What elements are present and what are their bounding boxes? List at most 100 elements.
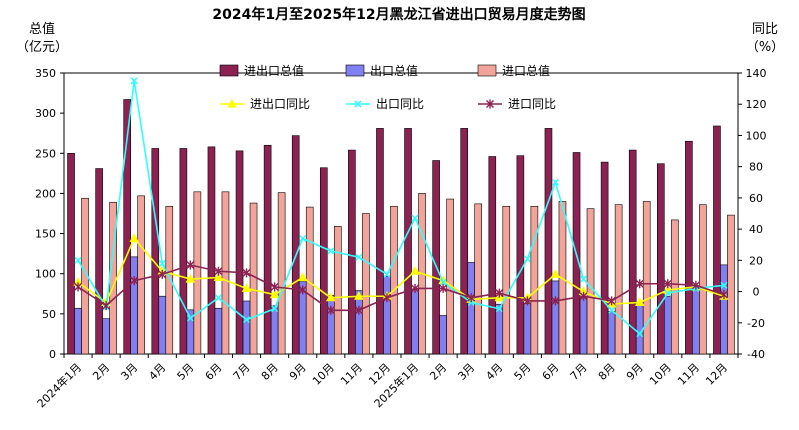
point-export-yoy bbox=[608, 306, 616, 314]
point-export-yoy bbox=[186, 314, 194, 322]
point-total-yoy bbox=[354, 291, 364, 300]
bar-export bbox=[467, 262, 476, 355]
legend-label: 出口同比 bbox=[376, 97, 424, 111]
bar-total bbox=[685, 140, 693, 355]
x-tick-label: 2月 bbox=[90, 361, 112, 383]
x-tick-label: 8月 bbox=[596, 361, 618, 383]
right-tick-label: 0 bbox=[753, 286, 760, 299]
bar-total bbox=[151, 148, 160, 355]
point-export-yoy bbox=[130, 77, 138, 85]
x-tick-label: 7月 bbox=[568, 361, 590, 383]
left-tick-label: 350 bbox=[35, 67, 56, 80]
point-import-yoy bbox=[298, 285, 307, 295]
bar-export bbox=[439, 315, 447, 355]
bar-export bbox=[355, 290, 363, 355]
x-tick-label: 2024年1月 bbox=[34, 360, 84, 410]
bar-export bbox=[102, 318, 110, 355]
left-tick-label: 50 bbox=[42, 308, 56, 321]
bar-total bbox=[488, 156, 497, 355]
point-export-yoy bbox=[243, 316, 251, 324]
bar-import bbox=[530, 205, 539, 355]
bar-import bbox=[586, 208, 595, 355]
point-export-yoy bbox=[495, 305, 503, 313]
bar-import bbox=[81, 197, 89, 355]
right-tick-label: -40 bbox=[747, 348, 765, 361]
x-tick-label: 6月 bbox=[203, 361, 225, 383]
point-total-yoy bbox=[550, 269, 561, 278]
x-tick-label: 12月 bbox=[703, 361, 730, 388]
bar-total bbox=[656, 163, 665, 355]
bar-total bbox=[376, 128, 384, 355]
point-export-yoy bbox=[74, 256, 82, 264]
point-total-yoy bbox=[129, 233, 140, 242]
bar-total bbox=[460, 128, 469, 355]
legend-swatch bbox=[477, 64, 497, 77]
plot-area: 0 50 100 150 200 250 300 350 -40 -20 0 20 40 60 80 100 1… bbox=[34, 67, 767, 410]
x-tick-label: 6月 bbox=[540, 361, 562, 383]
legend-swatch bbox=[345, 64, 365, 77]
bar-export bbox=[326, 295, 335, 355]
x-tick-label: 3月 bbox=[118, 361, 140, 383]
bar-export bbox=[214, 307, 223, 355]
x-tick-label: 5月 bbox=[512, 361, 534, 383]
point-total-yoy bbox=[185, 274, 196, 283]
bar-export bbox=[242, 300, 251, 355]
bar-export bbox=[551, 280, 560, 355]
bar-export bbox=[270, 305, 279, 355]
point-export-yoy bbox=[439, 278, 447, 286]
point-export-yoy bbox=[214, 294, 222, 302]
x-tick-label: 2月 bbox=[427, 361, 449, 383]
bar-export bbox=[130, 256, 139, 355]
point-export-yoy bbox=[664, 289, 672, 297]
bar-total bbox=[291, 135, 300, 355]
point-export-yoy bbox=[355, 253, 363, 261]
right-axis-label-line2: （%） bbox=[746, 40, 784, 55]
legend-marker bbox=[486, 99, 494, 109]
bar-export bbox=[663, 295, 672, 355]
point-export-yoy bbox=[551, 178, 559, 186]
bar-total bbox=[516, 155, 525, 355]
point-import-yoy bbox=[495, 288, 504, 298]
bar-import bbox=[165, 205, 174, 355]
left-axis-label-line1: 总值 bbox=[29, 21, 55, 37]
point-import-yoy bbox=[411, 283, 420, 293]
bar-total bbox=[600, 161, 609, 355]
bar-import bbox=[502, 205, 511, 355]
point-import-yoy bbox=[719, 290, 728, 300]
point-import-yoy bbox=[158, 269, 167, 279]
bar-import bbox=[249, 202, 258, 355]
left-tick-label: 200 bbox=[35, 187, 56, 200]
left-tick-label: 0 bbox=[49, 348, 56, 361]
bar-import bbox=[333, 226, 342, 355]
bar-import bbox=[670, 219, 679, 355]
left-tick-label: 150 bbox=[35, 228, 56, 241]
point-total-yoy bbox=[213, 272, 224, 282]
x-tick-label: 10月 bbox=[310, 361, 337, 388]
line-import-yoy bbox=[77, 264, 725, 312]
bar-total bbox=[67, 152, 75, 355]
right-tick-label: 120 bbox=[746, 98, 767, 111]
bar-total bbox=[179, 148, 188, 355]
bar-export bbox=[158, 295, 167, 355]
right-tick-label: 40 bbox=[749, 223, 763, 236]
point-import-yoy bbox=[102, 301, 111, 311]
x-tick-label: 3月 bbox=[455, 361, 477, 383]
chart-title: 2024年1月至2025年12月黑龙江省进出口贸易月度走势图 bbox=[212, 6, 585, 23]
x-tick-label: 11月 bbox=[675, 361, 702, 388]
bar-import bbox=[614, 204, 623, 355]
right-tick-label: 60 bbox=[749, 192, 763, 205]
point-import-yoy bbox=[607, 296, 616, 306]
point-import-yoy bbox=[439, 283, 448, 293]
bar-import bbox=[390, 205, 398, 355]
bar-total bbox=[123, 99, 132, 355]
point-export-yoy bbox=[158, 259, 166, 267]
bar-total bbox=[319, 167, 328, 355]
point-import-yoy bbox=[130, 276, 139, 286]
bar-import bbox=[362, 213, 370, 355]
bar-export bbox=[579, 296, 588, 355]
legend-label: 出口总值 bbox=[370, 63, 418, 78]
point-import-yoy bbox=[523, 296, 532, 306]
point-total-yoy bbox=[634, 297, 645, 306]
